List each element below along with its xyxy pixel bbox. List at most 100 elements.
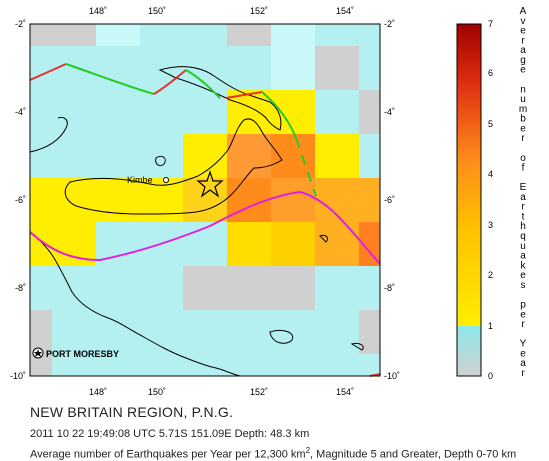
y-tick-label-left: -2˚ — [15, 19, 26, 29]
plate-boundary-magenta — [29, 190, 381, 265]
colorbar-title-letter: r — [521, 368, 525, 379]
grid-cell — [227, 222, 271, 266]
grid-cell — [271, 46, 315, 90]
grid-cell — [315, 46, 359, 90]
grid-cell — [315, 222, 359, 266]
grid-cell — [30, 310, 52, 376]
caption-suffix: , Magnitude 5 and Greater, Depth 0-70 km — [310, 448, 517, 461]
colorbar-title-letter: n — [520, 84, 526, 95]
mainland-coast-south — [29, 231, 241, 377]
colorbar-title-letter: h — [520, 221, 526, 232]
caption-prefix: Average number of Earthquakes per Year p… — [30, 448, 306, 461]
grid-cell — [271, 24, 315, 46]
new-britain-coast — [64, 118, 283, 215]
x-tick-label-top: 154˚ — [336, 6, 354, 16]
caption-superscript: 2 — [305, 446, 311, 455]
grid-cell — [96, 24, 140, 46]
port-moresby-label: PORT MORESBY — [46, 349, 119, 359]
grid-cell — [183, 178, 227, 222]
grid-cell — [30, 24, 52, 46]
colorbar-frame — [456, 23, 482, 377]
colorbar-tick: 0 — [488, 371, 493, 381]
colorbar-title-letter: r — [521, 133, 525, 144]
colorbar-tick: 7 — [488, 19, 493, 29]
island-coast — [319, 235, 329, 243]
mainland-coast-north — [29, 117, 68, 153]
plate-boundary-green — [261, 91, 297, 139]
grid-cell — [359, 90, 380, 134]
plate-boundary-red — [225, 91, 263, 99]
colorbar-title-letter: A — [520, 6, 527, 17]
colorbar-tick: 2 — [488, 270, 493, 280]
colorbar-title-letter: a — [520, 251, 526, 262]
colorbar-title-letter: u — [520, 241, 526, 252]
colorbar-title-letter: a — [520, 358, 526, 369]
grid-cell — [183, 134, 227, 178]
colorbar-title-letter: k — [521, 260, 527, 271]
map-caption: Average number of Earthquakes per Year p… — [30, 446, 516, 461]
x-tick-label-top: 152˚ — [250, 6, 268, 16]
x-tick-label-top: 150˚ — [148, 6, 166, 16]
island-coast — [155, 155, 166, 167]
colorbar-title-letter: q — [520, 231, 526, 242]
plate-boundary-red — [153, 69, 187, 95]
plate-boundary-green — [185, 69, 221, 99]
x-tick-label-bottom: 150˚ — [148, 387, 166, 397]
grid-cell — [359, 310, 380, 354]
colorbar-title-letter: t — [522, 211, 525, 222]
y-tick-label-right: -8˚ — [384, 283, 395, 293]
y-tick-label-right: -2˚ — [384, 19, 395, 29]
grid-cell — [359, 178, 380, 222]
y-tick-label-right: -4˚ — [384, 107, 395, 117]
new-ireland-coast — [158, 66, 282, 131]
plate-boundary-red — [29, 63, 67, 81]
colorbar-title-letter: s — [521, 280, 526, 291]
y-tick-label-left: -10˚ — [10, 371, 26, 381]
grid-cell — [271, 134, 315, 178]
colorbar-title-letter: u — [520, 94, 526, 105]
colorbar-tick: 3 — [488, 220, 493, 230]
region-title: NEW BRITAIN REGION, P.N.G. — [30, 404, 234, 420]
y-tick-label-right: -6˚ — [384, 195, 395, 205]
colorbar-title-letter: e — [520, 123, 526, 134]
grid-cell — [227, 266, 315, 310]
grid-cell — [315, 134, 359, 178]
colorbar: 0 1 2 3 4 5 6 7 AveragenumberofEarthquak… — [456, 6, 527, 381]
colorbar-tick: 4 — [488, 169, 493, 179]
colorbar-title-letter: m — [519, 104, 527, 115]
y-tick-label-left: -6˚ — [15, 195, 26, 205]
colorbar-title-letter: b — [520, 114, 526, 125]
y-tick-label-left: -4˚ — [15, 107, 26, 117]
y-tick-label-right: -10˚ — [384, 371, 400, 381]
colorbar-title-letter: p — [520, 300, 526, 311]
grid-cell — [227, 90, 315, 134]
map-plot-area: Kimbe PORT MORESBY — [29, 23, 381, 377]
capital-star-icon — [34, 349, 42, 357]
x-tick-label-bottom: 148˚ — [89, 387, 107, 397]
colorbar-title-letter: a — [520, 192, 526, 203]
plate-boundary-green — [65, 63, 155, 95]
axis-labels: 148˚ 150˚ 152˚ 154˚ 148˚ 150˚ 152˚ 154˚ … — [10, 6, 400, 397]
grid-cell — [52, 24, 96, 46]
coastlines — [29, 66, 364, 377]
colorbar-title-letter: e — [520, 65, 526, 76]
x-tick-label-top: 148˚ — [89, 6, 107, 16]
grid-cell — [227, 24, 271, 46]
colorbar-title-letter: g — [520, 55, 526, 66]
colorbar-title-letter: e — [520, 348, 526, 359]
colorbar-title-letter: Y — [520, 339, 527, 350]
kimbe-marker — [163, 177, 169, 183]
colorbar-title-letter: a — [520, 45, 526, 56]
y-tick-label-left: -8˚ — [15, 283, 26, 293]
colorbar-title-letter: e — [520, 309, 526, 320]
epicenter-star-icon — [196, 170, 224, 198]
colorbar-title-letter: v — [521, 16, 526, 27]
plate-boundaries — [29, 63, 381, 377]
island-coast — [269, 329, 294, 344]
colorbar-tick: 6 — [488, 68, 493, 78]
colorbar-tick: 5 — [488, 119, 493, 129]
grid-cell — [271, 178, 315, 222]
map-frame — [29, 23, 381, 377]
